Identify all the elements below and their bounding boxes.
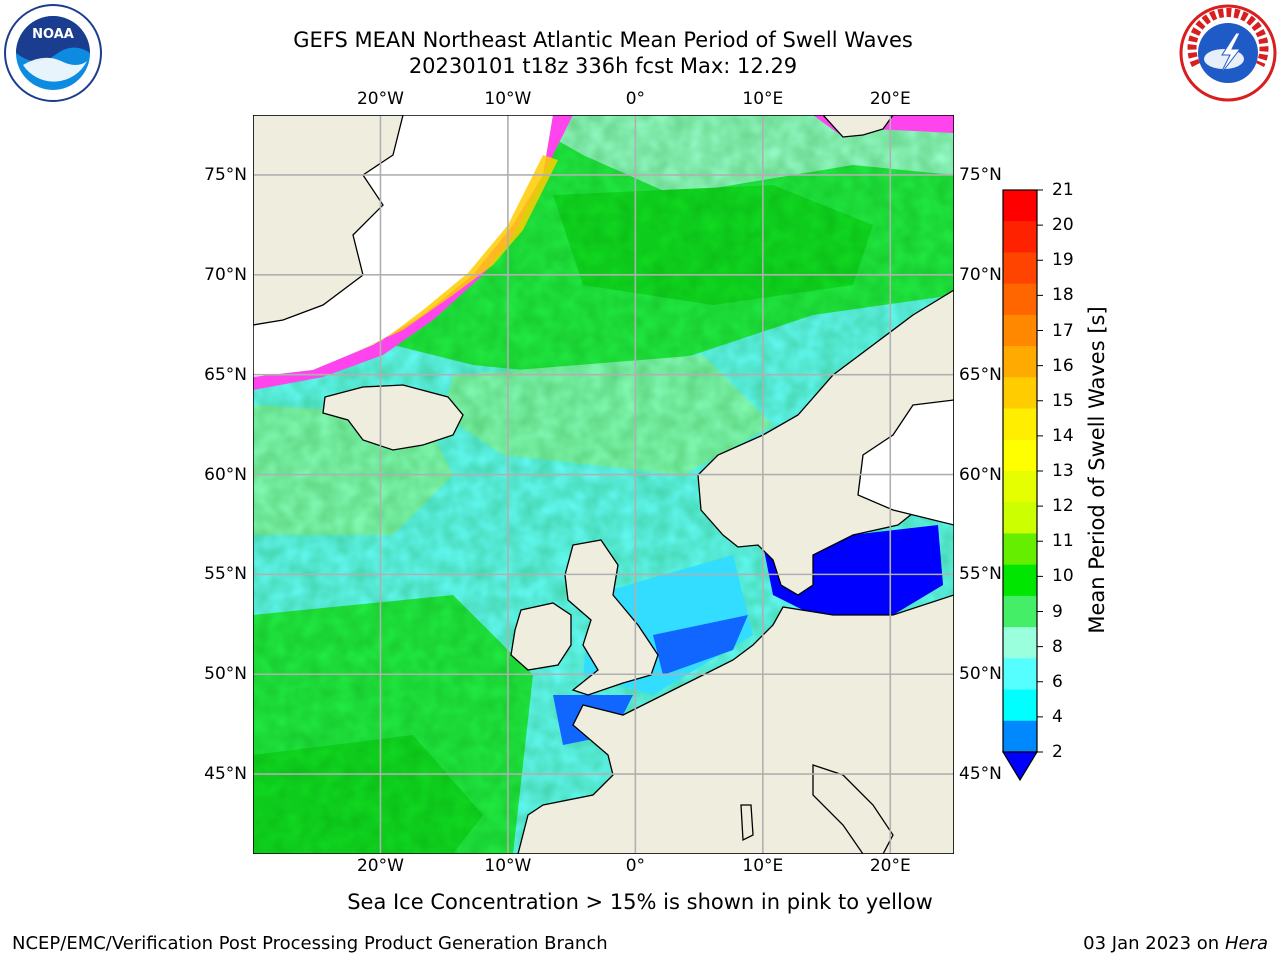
colorbar-swatch: [1003, 377, 1037, 410]
colorbar-swatch: [1003, 314, 1037, 347]
colorbar-tick-label: 6: [1052, 671, 1063, 692]
gulf-of-bothnia-ice: [857, 399, 954, 526]
lon-tick-label-bottom: 20°W: [356, 856, 404, 876]
southern-north-sea-region: [653, 615, 748, 675]
noaa-logo-icon: NOAA: [4, 4, 102, 102]
lat-tick-label-right: 70°N: [959, 264, 1002, 285]
colorbar-tick-label: 16: [1052, 355, 1074, 376]
colorbar-tick-label: 19: [1052, 250, 1074, 271]
lat-tick-label-left: 45°N: [204, 764, 247, 785]
colorbar-tick-label: 14: [1052, 425, 1074, 446]
colorbar: [1001, 189, 1043, 782]
lat-tick-label-right: 75°N: [959, 164, 1002, 185]
lat-tick-label-right: 65°N: [959, 364, 1002, 385]
noaa-logo-text: NOAA: [32, 27, 74, 42]
sea-ice-footnote: Sea Ice Concentration > 15% is shown in …: [347, 890, 933, 914]
colorbar-swatch: [1003, 627, 1037, 659]
lon-tick-label-top: 20°E: [869, 89, 911, 109]
lat-tick-label-left: 50°N: [204, 664, 247, 685]
lat-tick-label-left: 60°N: [204, 464, 247, 485]
lat-tick-label-right: 45°N: [959, 764, 1002, 785]
colorbar-tick-label: 13: [1052, 461, 1074, 481]
colorbar-tick-label: 18: [1052, 285, 1074, 306]
colorbar-swatch: [1003, 252, 1037, 285]
lat-tick-label-right: 60°N: [959, 464, 1002, 485]
credit-host: Hera: [1224, 933, 1268, 954]
corsica-land: [740, 804, 754, 842]
map-panel: [253, 115, 954, 854]
iceland-land: [322, 384, 464, 451]
colorbar-swatch: [1003, 408, 1037, 441]
lon-tick-label-bottom: 20°E: [869, 856, 911, 876]
colorbar-tick-label: 4: [1052, 706, 1063, 727]
lat-tick-label-left: 70°N: [204, 264, 247, 285]
svalbard-land: [822, 115, 894, 138]
lon-tick-label-top: 0°: [625, 89, 646, 109]
ireland-land: [510, 602, 572, 671]
lon-tick-label-top: 10°E: [742, 89, 784, 109]
colorbar-swatch: [1003, 471, 1037, 503]
lon-tick-label-top: 20°W: [356, 89, 404, 109]
colorbar-tick-label: 11: [1052, 531, 1074, 552]
colorbar-tick-label: 10: [1052, 566, 1074, 587]
colorbar-extend-arrow: [1001, 751, 1039, 782]
colorbar-swatch: [1003, 689, 1037, 722]
credit-left: NCEP/EMC/Verification Post Processing Pr…: [12, 933, 608, 954]
colorbar-swatch: [1003, 720, 1037, 753]
lat-tick-label-right: 50°N: [959, 664, 1002, 685]
colorbar-swatch: [1003, 439, 1037, 472]
colorbar-swatch: [1003, 502, 1037, 534]
colorbar-tick-label: 2: [1052, 742, 1063, 762]
italy-land: [812, 764, 894, 854]
colorbar-tick-label: 15: [1052, 390, 1074, 411]
credit-right: 03 Jan 2023 on Hera: [1083, 933, 1268, 954]
lat-tick-label-left: 75°N: [204, 164, 247, 185]
lat-tick-label-left: 65°N: [204, 364, 247, 385]
greenland-land: [253, 115, 404, 326]
lat-tick-label-left: 55°N: [204, 564, 247, 585]
colorbar-tick-label: 21: [1052, 180, 1074, 200]
colorbar-swatch: [1003, 221, 1037, 253]
colorbar-tick-label: 20: [1052, 215, 1074, 236]
colorbar-tick-label: 9: [1052, 601, 1063, 622]
colorbar-tick-label: 8: [1052, 636, 1063, 657]
colorbar-title: Mean Period of Swell Waves [s]: [1085, 306, 1109, 634]
lon-tick-label-bottom: 0°: [625, 856, 646, 876]
colorbar-swatch: [1003, 564, 1037, 597]
lon-tick-label-top: 10°W: [484, 89, 532, 109]
chart-title: GEFS MEAN Northeast Atlantic Mean Period…: [293, 28, 913, 52]
lon-tick-label-bottom: 10°W: [484, 856, 532, 876]
colorbar-tick-label: 17: [1052, 320, 1074, 341]
lon-tick-label-bottom: 10°E: [742, 856, 784, 876]
colorbar-swatch: [1003, 190, 1037, 222]
colorbar-tick-label: 12: [1052, 496, 1074, 517]
colorbar-swatch: [1003, 346, 1037, 378]
nws-logo-icon: [1179, 4, 1277, 102]
colorbar-swatch: [1003, 658, 1037, 691]
colorbar-swatch: [1003, 283, 1037, 316]
lat-tick-label-right: 55°N: [959, 564, 1002, 585]
graticule: [253, 115, 954, 854]
credit-date: 03 Jan 2023 on: [1083, 933, 1225, 954]
colorbar-swatch: [1003, 533, 1037, 566]
chart-subtitle: 20230101 t18z 336h fcst Max: 12.29: [408, 54, 798, 78]
colorbar-swatch: [1003, 595, 1037, 628]
